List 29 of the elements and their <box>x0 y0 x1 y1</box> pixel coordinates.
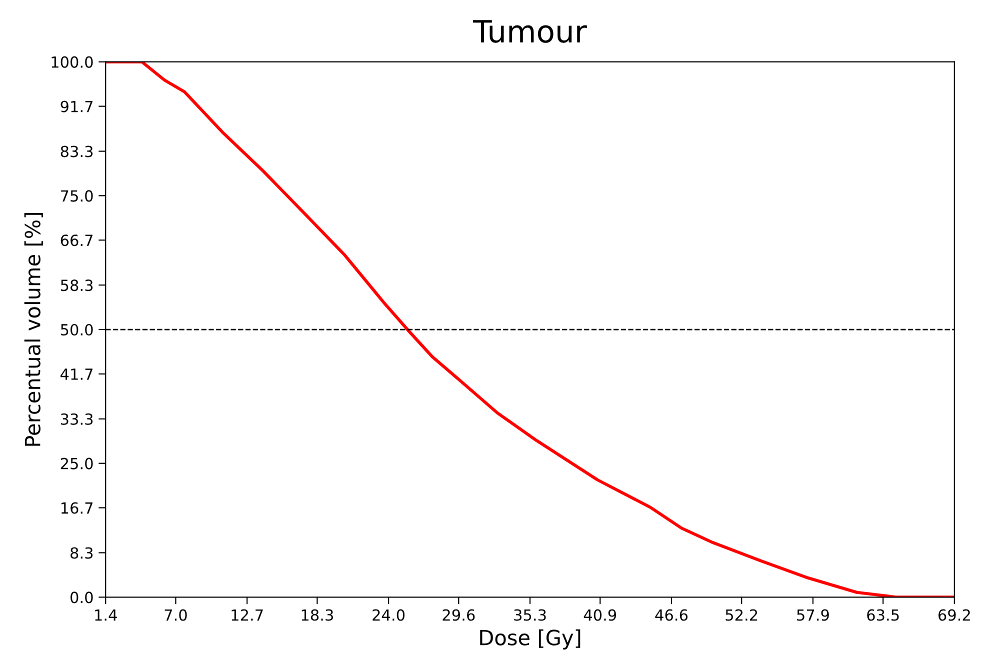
y-axis-title: Percentual volume [%] <box>24 212 43 446</box>
y-tick-label: 16.7 <box>61 502 92 514</box>
chart-title: Tumour <box>473 20 587 43</box>
x-tick-label: 18.3 <box>302 609 333 621</box>
y-tick-label: 8.3 <box>70 547 93 559</box>
x-tick-label: 63.5 <box>867 609 899 621</box>
x-tick-label: 24.0 <box>372 609 405 621</box>
y-tick-label: 0.0 <box>70 592 93 604</box>
y-tick-label: 83.3 <box>60 146 93 158</box>
y-tick-label: 75.0 <box>61 190 93 202</box>
y-tick-label: 66.7 <box>60 234 92 246</box>
y-tick-label: 58.3 <box>60 280 93 292</box>
x-tick-label: 69.2 <box>938 609 970 621</box>
x-tick-label: 35.3 <box>514 609 546 621</box>
x-tick-label: 7.0 <box>164 609 187 621</box>
x-axis-title: Dose [Gy] <box>480 629 580 650</box>
y-tick-label: 33.3 <box>60 413 93 425</box>
y-tick-label: 91.7 <box>60 100 92 112</box>
x-tick-label: 46.6 <box>655 609 688 621</box>
x-tick-label: 29.6 <box>442 609 475 621</box>
x-tick-label: 52.2 <box>726 609 758 621</box>
y-tick-label: 41.7 <box>60 368 92 380</box>
x-tick-label: 12.7 <box>232 609 263 621</box>
x-tick-label: 1.4 <box>95 609 117 621</box>
x-tick-label: 57.9 <box>797 609 829 621</box>
y-tick-label: 25.0 <box>60 458 93 470</box>
y-tick-label: 50.0 <box>60 324 93 336</box>
x-tick-label: 40.9 <box>584 609 616 621</box>
y-tick-label: 100.0 <box>52 56 93 68</box>
